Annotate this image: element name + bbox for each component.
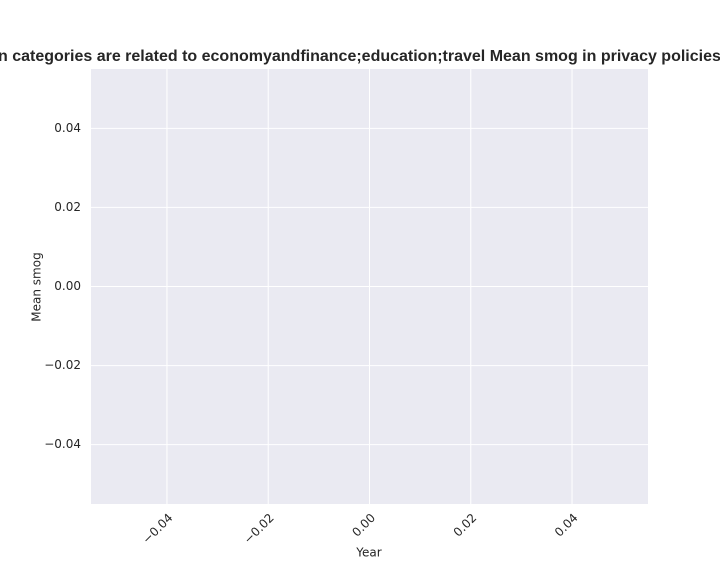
- chart-title: n categories are related to economyandfi…: [0, 48, 720, 65]
- x-tick-label: −0.02: [241, 511, 277, 547]
- y-tick-label: −0.04: [44, 437, 81, 451]
- y-tick-label: 0.02: [54, 200, 81, 214]
- x-tick-label: 0.00: [349, 511, 378, 540]
- y-axis-label: Mean smog: [30, 252, 44, 321]
- x-tick-label: 0.02: [451, 511, 480, 540]
- y-tick-label: −0.02: [44, 358, 81, 372]
- x-tick-label: −0.04: [140, 511, 176, 547]
- y-tick-label: 0.04: [54, 121, 81, 135]
- y-tick-label: 0.00: [54, 279, 81, 293]
- x-tick-label: 0.04: [552, 511, 581, 540]
- x-axis-label: Year: [355, 546, 381, 560]
